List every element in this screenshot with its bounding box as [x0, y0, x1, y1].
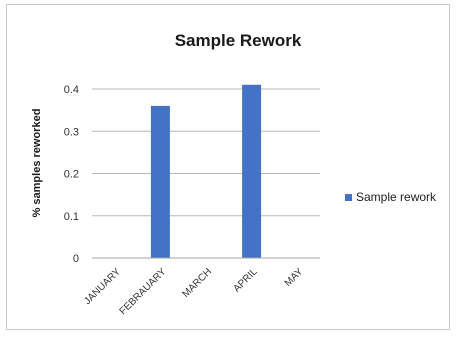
chart-frame [6, 4, 450, 330]
y-axis-label: % samples reworked [31, 109, 43, 218]
x-tick-label: MARCH [180, 266, 214, 300]
bars [150, 84, 262, 259]
bar-april [242, 84, 262, 259]
x-tick-label: FEBRAUARY [118, 266, 169, 317]
legend: Sample rework [345, 190, 437, 204]
legend-swatch [345, 194, 352, 201]
y-tick-label: 0.3 [64, 126, 79, 138]
gridlines [92, 88, 320, 217]
y-tick-label: 0 [73, 253, 79, 265]
y-tick-label: 0.1 [64, 211, 79, 223]
x-tick-label: JANUARY [82, 266, 123, 307]
y-tick-label: 0.4 [64, 84, 79, 96]
y-tick-label: 0.2 [64, 169, 79, 181]
chart-title: Sample Rework [175, 31, 302, 50]
bar-febrauary [150, 105, 170, 259]
x-tick-label: APRIL [232, 266, 261, 295]
y-tick-labels: 0 0.1 0.2 0.3 0.4 [64, 84, 79, 265]
legend-label: Sample rework [356, 190, 437, 204]
x-tick-label: MAY [283, 266, 306, 289]
